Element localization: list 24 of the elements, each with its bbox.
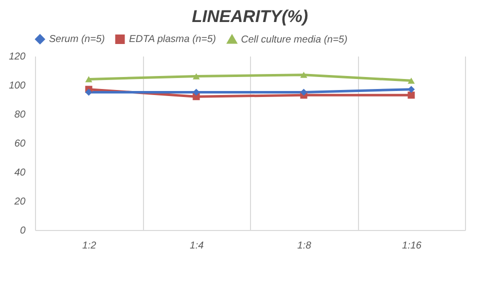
point [192,88,200,96]
legend-label: Cell culture media (n=5) [241,34,348,46]
x-tick-label: 1:4 [190,240,204,252]
chart-title: LINEARITY(%) [192,7,308,26]
y-tick-label: 120 [8,52,26,62]
point [85,88,92,96]
point [408,86,415,93]
x-tick-label: 1:2 [82,240,97,252]
y-tick-label: 40 [14,168,26,178]
x-tick-label: 1:16 [402,240,422,252]
point [300,88,308,96]
point [300,72,308,78]
y-tick-label: 20 [13,196,26,208]
point [408,78,415,84]
legend-label: EDTA plasma (n=5) [129,34,216,46]
y-tick-label: 80 [14,110,26,120]
point [408,92,415,99]
point [85,76,92,82]
y-tick-label: 100 [8,80,26,92]
legend-label: Serum (n=5) [49,34,105,46]
point [192,73,200,80]
y-tick-label: 0 [20,226,26,236]
x-tick-label: 1:8 [297,240,312,252]
y-tick-label: 60 [14,138,26,150]
